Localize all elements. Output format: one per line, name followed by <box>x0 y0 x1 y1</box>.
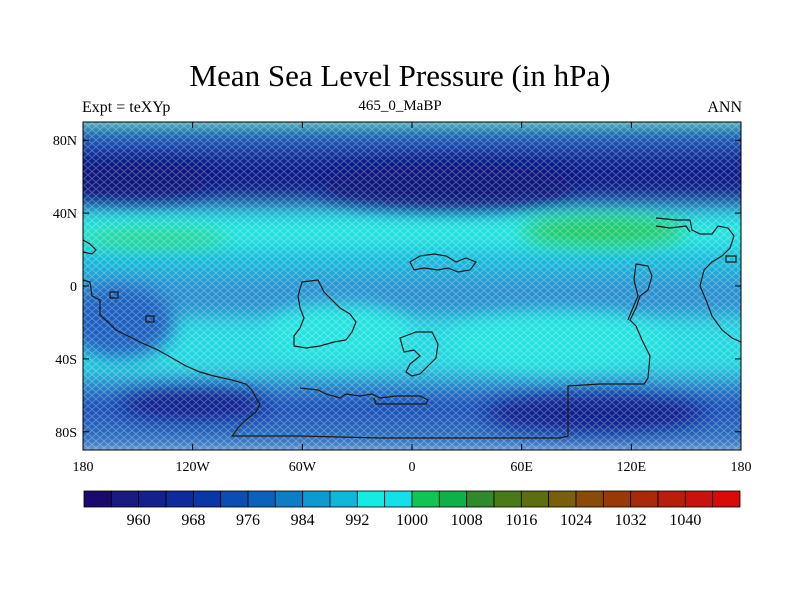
coastline-west-1 <box>83 239 97 255</box>
coastline-gondwana <box>83 263 653 439</box>
colorbar-box <box>602 490 632 508</box>
colorbar: 960 968 976 984 992 1000 1008 1016 1024 1032 1040 <box>83 490 741 529</box>
y-tick-label: 40S <box>55 353 77 368</box>
x-tick-label: 60E <box>510 460 533 475</box>
plot-title: Mean Sea Level Pressure (in hPa) <box>189 58 611 93</box>
y-tick-label: 40N <box>53 207 77 222</box>
colorbar-box <box>630 490 659 508</box>
time-label: 465_0_MaBP <box>358 98 442 114</box>
colorbar-box <box>411 490 440 508</box>
x-tick-label: 120W <box>176 460 211 475</box>
colorbar-label: 960 <box>127 512 151 529</box>
colorbar-box <box>548 490 577 508</box>
colorbar-box <box>520 490 550 508</box>
colorbar-box <box>302 490 331 508</box>
coastlines <box>83 217 741 439</box>
hatch-overlay <box>83 122 741 450</box>
y-tick-label: 0 <box>70 280 77 295</box>
colorbar-label: 1000 <box>396 512 428 529</box>
y-tick-label: 80S <box>55 426 77 441</box>
experiment-label: Expt = teXYp <box>82 99 171 116</box>
colorbar-box <box>192 490 222 508</box>
coastline-island-1 <box>399 331 439 377</box>
coastline-east-continent <box>655 217 741 343</box>
coastline-west-3 <box>145 315 155 323</box>
x-tick-label: 120E <box>617 460 647 475</box>
x-tick-label: 180 <box>73 460 94 475</box>
colorbar-label: 1008 <box>451 512 483 529</box>
y-tick-label: 80N <box>53 134 77 149</box>
colorbar-label: 976 <box>236 512 260 529</box>
x-tick-label: 0 <box>409 460 416 475</box>
colorbar-label: 984 <box>291 512 315 529</box>
colorbar-label: 992 <box>345 512 369 529</box>
coastline-west-2 <box>109 291 119 299</box>
colorbar-box <box>110 490 140 508</box>
axis-ticks: 180 120W 60W 0 60E 120E 180 80N 40N 0 40S 80S <box>53 122 752 475</box>
colorbar-label: 1040 <box>669 512 701 529</box>
pressure-field <box>83 122 741 450</box>
colorbar-box <box>575 490 604 508</box>
colorbar-label: 1024 <box>560 512 592 529</box>
colorbar-box <box>274 490 304 508</box>
colorbar-box <box>493 490 522 508</box>
colorbar-label: 968 <box>181 512 205 529</box>
coastline-north-island <box>409 253 477 273</box>
colorbar-box <box>356 490 386 508</box>
colorbar-box <box>384 490 413 508</box>
colorbar-box <box>657 490 686 508</box>
colorbar-box <box>247 490 276 508</box>
colorbar-box <box>329 490 358 508</box>
colorbar-box <box>712 490 741 508</box>
x-tick-label: 60W <box>289 460 317 475</box>
colorbar-label: 1016 <box>505 512 537 529</box>
colorbar-label: 1032 <box>615 512 647 529</box>
colorbar-box <box>466 490 495 508</box>
coastline-east-inner <box>655 225 691 233</box>
colorbar-box <box>83 490 112 508</box>
coastline-west-4 <box>725 255 737 263</box>
x-tick-label: 180 <box>731 460 752 475</box>
coastline-central-landmass <box>293 279 357 349</box>
colorbar-box <box>138 490 167 508</box>
colorbar-box <box>220 490 249 508</box>
colorbar-box <box>684 490 714 508</box>
colorbar-box <box>438 490 468 508</box>
coastline-antarctic-shelf <box>299 387 429 405</box>
season-label: ANN <box>707 99 742 116</box>
colorbar-box <box>165 490 194 508</box>
